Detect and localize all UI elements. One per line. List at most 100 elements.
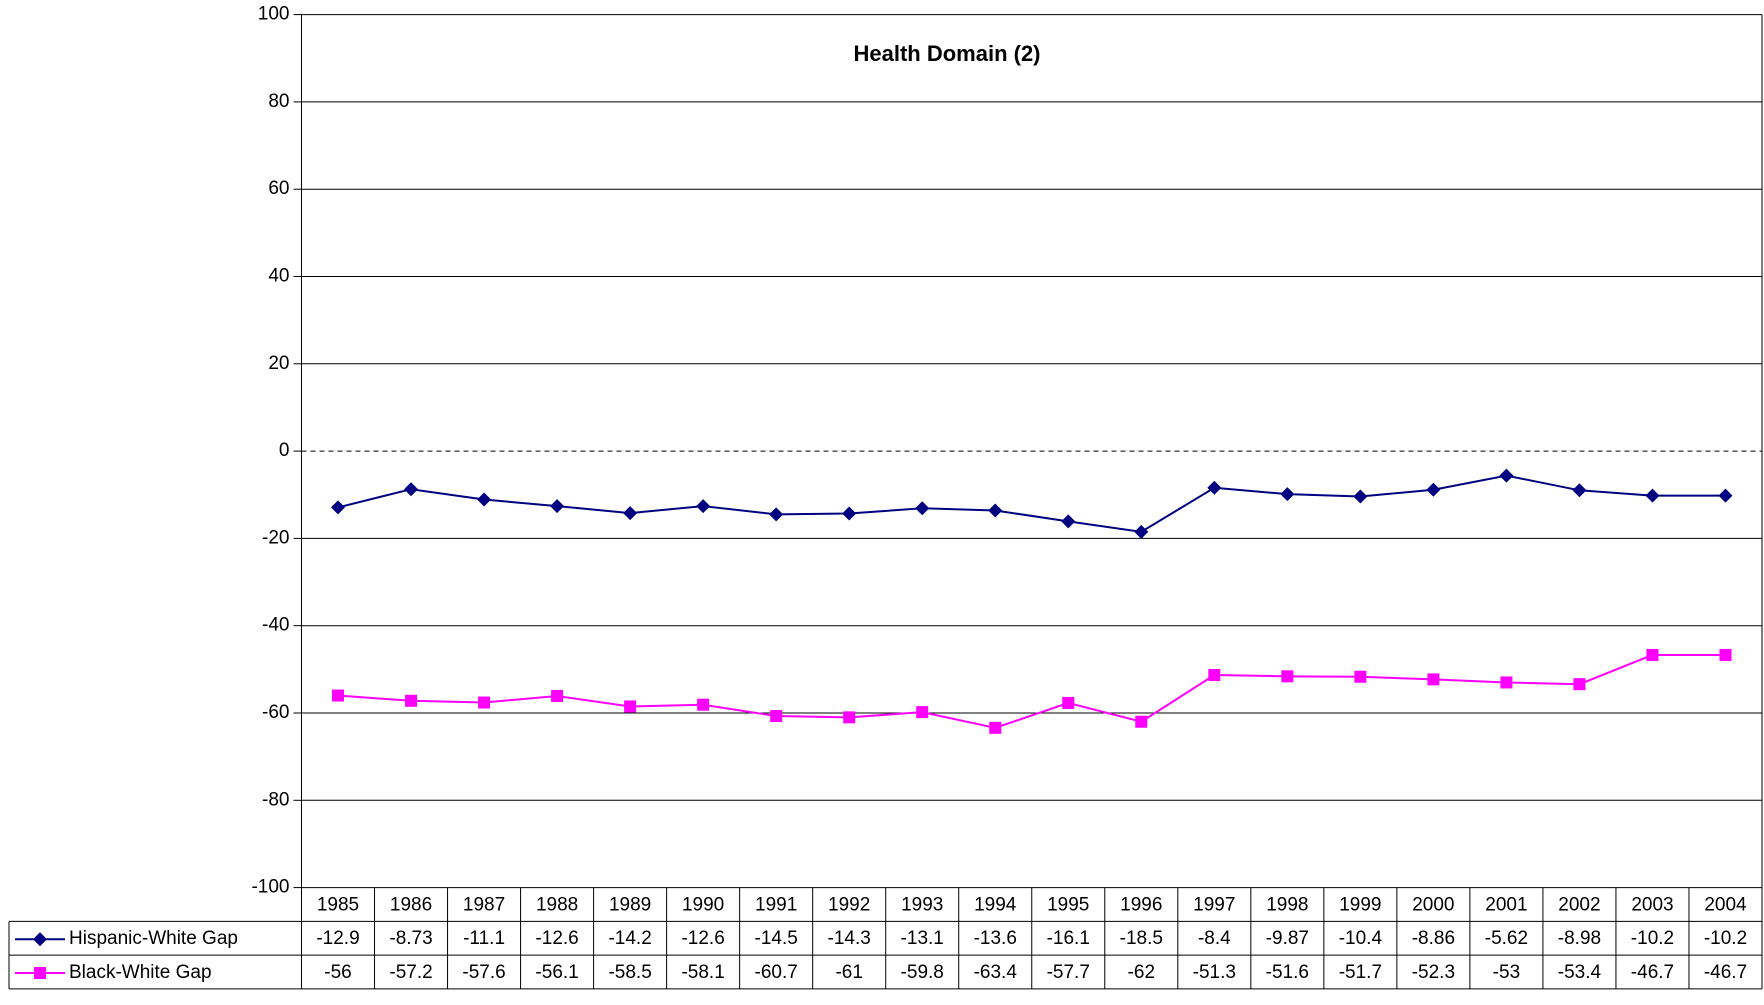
table-value: -8.86 xyxy=(1412,928,1455,949)
table-value: -8.4 xyxy=(1198,928,1231,949)
table-value: -12.9 xyxy=(316,928,359,949)
point xyxy=(989,721,1002,734)
point xyxy=(477,492,492,507)
table-value: -5.62 xyxy=(1485,928,1528,949)
y-tick-label: -100 xyxy=(251,877,289,898)
x-tick-label: 1999 xyxy=(1339,894,1381,915)
y-tick-label: -60 xyxy=(262,702,289,723)
point xyxy=(1207,480,1222,495)
table-value: -62 xyxy=(1128,962,1155,983)
y-tick-label: 100 xyxy=(258,4,290,25)
table-value: -53.4 xyxy=(1558,962,1602,983)
point xyxy=(1645,488,1660,503)
x-tick-label: 1995 xyxy=(1047,894,1089,915)
table-value: -10.2 xyxy=(1704,928,1747,949)
table-value: -59.8 xyxy=(901,962,944,983)
table-value: -13.1 xyxy=(901,928,944,949)
point xyxy=(1134,524,1149,539)
table-value: -10.2 xyxy=(1631,928,1674,949)
table-value: -12.6 xyxy=(681,928,724,949)
table-value: -10.4 xyxy=(1339,928,1383,949)
table-value: -57.2 xyxy=(389,962,432,983)
point xyxy=(623,506,638,521)
x-tick-label: 1998 xyxy=(1266,894,1308,915)
x-tick-label: 2002 xyxy=(1558,894,1600,915)
table-value: -14.2 xyxy=(608,928,651,949)
table-value: -14.5 xyxy=(755,928,798,949)
point xyxy=(1281,670,1294,683)
point xyxy=(1500,676,1513,689)
table-value: -8.98 xyxy=(1558,928,1601,949)
point xyxy=(1719,648,1732,661)
point xyxy=(1427,673,1440,686)
table-value: -56 xyxy=(324,962,351,983)
table-value: -13.6 xyxy=(974,928,1017,949)
table-value: -56.1 xyxy=(535,962,578,983)
x-tick-label: 2000 xyxy=(1412,894,1454,915)
point xyxy=(478,696,491,709)
point xyxy=(1646,648,1659,661)
point xyxy=(1354,670,1367,683)
y-tick-label: -20 xyxy=(262,527,289,548)
legend-label: Hispanic-White Gap xyxy=(69,928,238,949)
x-tick-label: 1992 xyxy=(828,894,870,915)
y-tick-label: -40 xyxy=(262,615,289,636)
point xyxy=(551,689,564,702)
x-tick-label: 1997 xyxy=(1193,894,1235,915)
point xyxy=(1499,468,1514,483)
y-tick-label: 0 xyxy=(279,440,290,461)
y-tick-label: -80 xyxy=(262,789,289,810)
table-value: -46.7 xyxy=(1704,962,1747,983)
point xyxy=(332,689,345,702)
x-tick-label: 1993 xyxy=(901,894,943,915)
x-tick-label: 2003 xyxy=(1631,894,1673,915)
point xyxy=(331,500,346,515)
point xyxy=(1353,489,1368,504)
point xyxy=(624,700,637,713)
x-tick-label: 1987 xyxy=(463,894,505,915)
point xyxy=(843,711,856,724)
x-tick-label: 1988 xyxy=(536,894,578,915)
point xyxy=(770,710,783,723)
point xyxy=(1280,487,1295,502)
x-tick-label: 1985 xyxy=(317,894,359,915)
table-value: -52.3 xyxy=(1412,962,1455,983)
table-value: -8.73 xyxy=(389,928,432,949)
table-value: -57.7 xyxy=(1047,962,1090,983)
point xyxy=(1718,488,1733,503)
x-tick-label: 2004 xyxy=(1704,894,1747,915)
table-value: -51.7 xyxy=(1339,962,1382,983)
point xyxy=(1061,514,1076,529)
point xyxy=(1135,715,1148,728)
table-value: -51.6 xyxy=(1266,962,1309,983)
table-value: -58.1 xyxy=(681,962,724,983)
point xyxy=(1572,483,1587,498)
table-value: -9.87 xyxy=(1266,928,1309,949)
point xyxy=(550,499,565,514)
point xyxy=(1426,482,1441,497)
x-tick-label: 1986 xyxy=(390,894,432,915)
point xyxy=(915,501,930,516)
point xyxy=(842,506,857,521)
point xyxy=(1208,669,1221,682)
x-tick-label: 1996 xyxy=(1120,894,1162,915)
y-tick-label: 60 xyxy=(268,178,289,199)
table-value: -12.6 xyxy=(535,928,578,949)
x-tick-label: 1994 xyxy=(974,894,1017,915)
x-tick-label: 1990 xyxy=(682,894,724,915)
table-value: -58.5 xyxy=(608,962,651,983)
y-tick-label: 20 xyxy=(268,353,289,374)
table-value: -63.4 xyxy=(974,962,1018,983)
series-line xyxy=(337,653,1726,729)
table-value: -53 xyxy=(1493,962,1520,983)
table-value: -46.7 xyxy=(1631,962,1674,983)
point xyxy=(1573,678,1586,691)
table-value: -61 xyxy=(835,962,862,983)
point xyxy=(697,698,710,711)
point xyxy=(405,694,418,707)
y-tick-label: 40 xyxy=(268,266,289,287)
table-value: -57.6 xyxy=(462,962,505,983)
point xyxy=(916,706,929,719)
